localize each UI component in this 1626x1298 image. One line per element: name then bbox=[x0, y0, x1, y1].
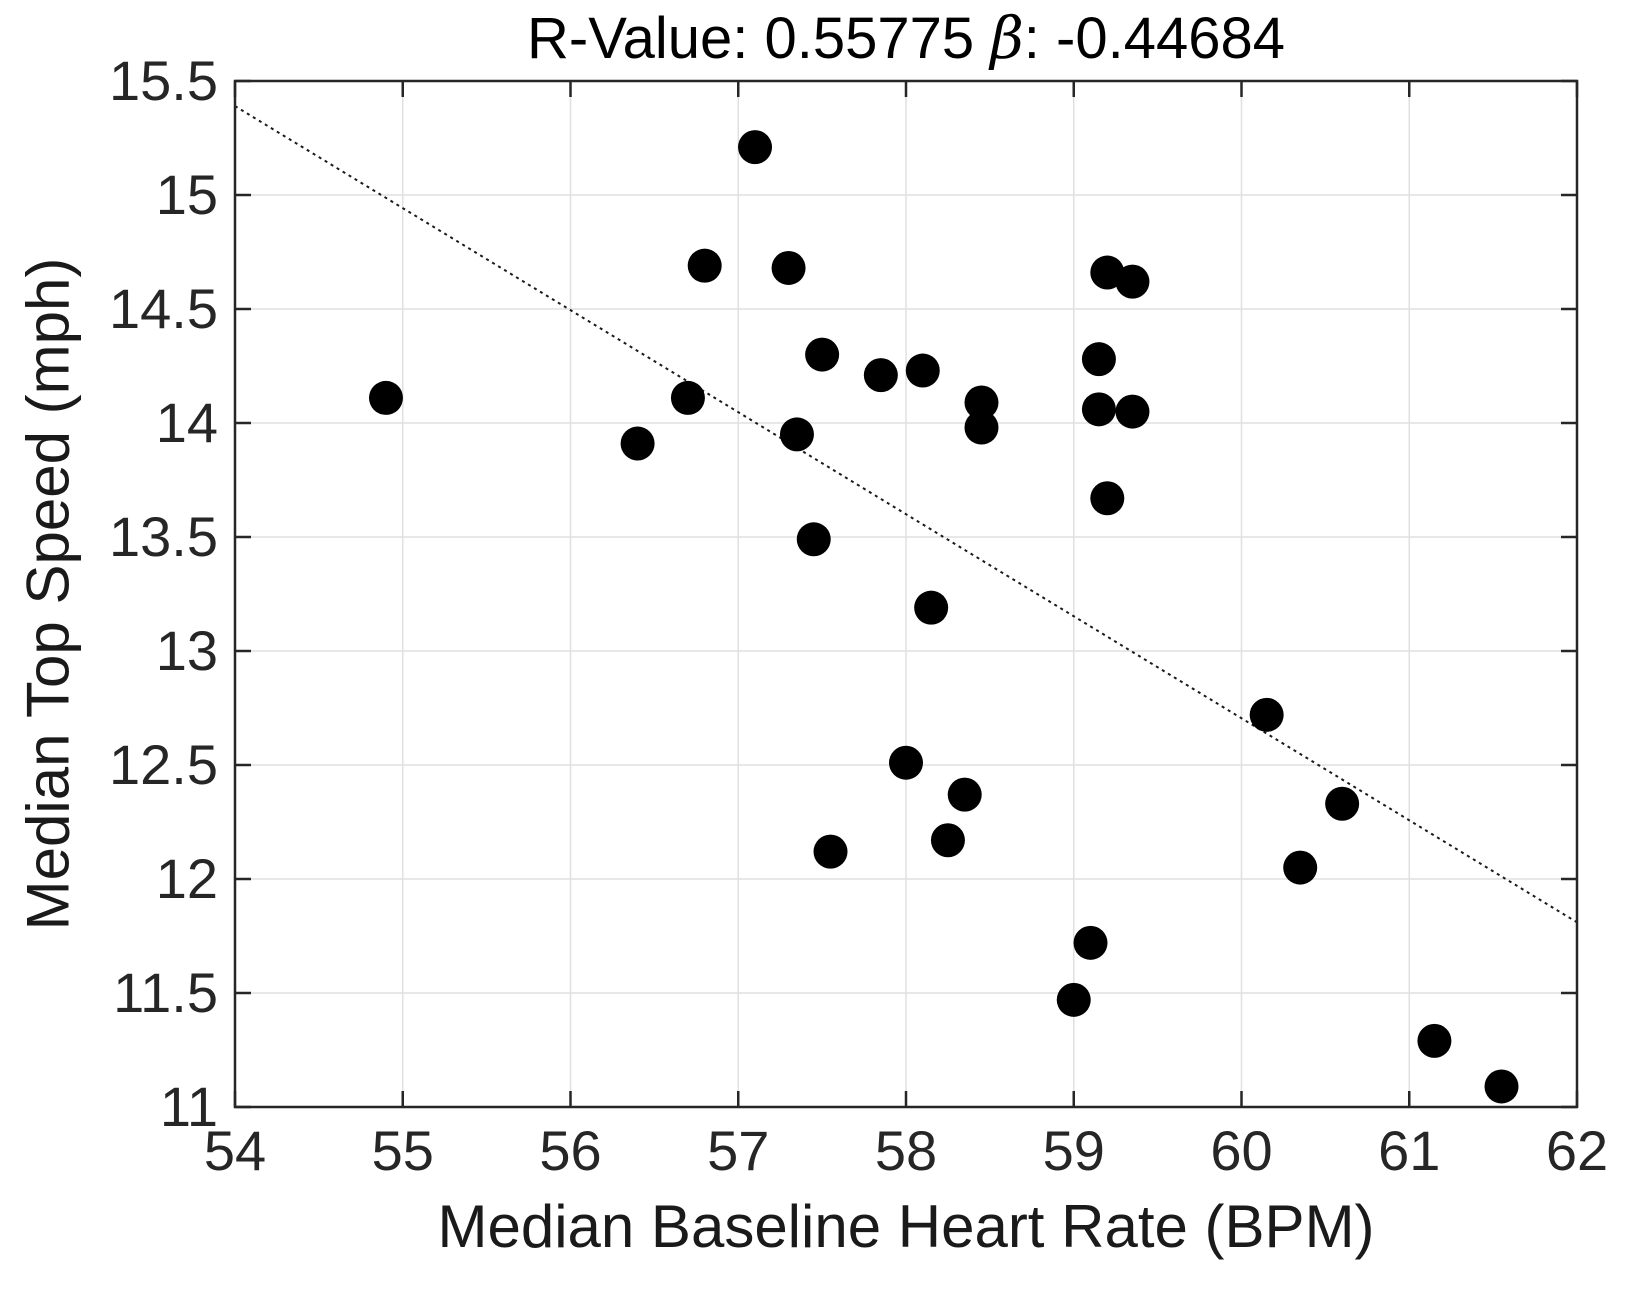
data-point bbox=[1081, 392, 1116, 427]
y-tick-label: 13 bbox=[156, 619, 218, 682]
data-point bbox=[779, 417, 814, 452]
y-tick-label: 15.5 bbox=[109, 49, 218, 112]
title-rvalue-text: R-Value: 0.55775 bbox=[527, 6, 991, 71]
data-point bbox=[930, 823, 965, 858]
x-tick-label: 54 bbox=[204, 1119, 266, 1182]
data-point bbox=[1073, 925, 1108, 960]
data-point bbox=[1090, 481, 1125, 516]
data-point bbox=[863, 358, 898, 393]
data-point bbox=[914, 590, 949, 625]
data-point bbox=[620, 426, 655, 461]
x-axis-label: Median Baseline Heart Rate (BPM) bbox=[437, 1193, 1375, 1260]
data-point bbox=[368, 380, 403, 415]
y-axis-label: Median Top Speed (mph) bbox=[14, 257, 82, 931]
title-beta-value: : -0.44684 bbox=[1023, 6, 1285, 71]
y-tick-label: 14.5 bbox=[109, 277, 218, 340]
y-tick-label: 13.5 bbox=[109, 505, 218, 568]
x-tick-label: 59 bbox=[1043, 1119, 1105, 1182]
data-point bbox=[738, 130, 773, 165]
data-point bbox=[964, 410, 999, 445]
x-tick-label: 62 bbox=[1546, 1119, 1608, 1182]
data-point bbox=[964, 385, 999, 420]
x-tick-label: 56 bbox=[539, 1119, 601, 1182]
x-tick-label: 55 bbox=[372, 1119, 434, 1182]
data-point bbox=[796, 522, 831, 557]
data-point bbox=[1325, 786, 1360, 821]
data-point bbox=[1283, 850, 1318, 885]
data-point bbox=[805, 337, 840, 372]
data-point bbox=[813, 834, 848, 869]
y-tick-label: 11.5 bbox=[113, 961, 218, 1024]
title-beta-symbol: β bbox=[990, 4, 1024, 72]
data-point bbox=[947, 777, 982, 812]
y-tick-label: 12.5 bbox=[109, 733, 218, 796]
y-tick-label: 15 bbox=[156, 163, 218, 226]
data-point bbox=[1056, 982, 1091, 1017]
data-point bbox=[1417, 1023, 1452, 1058]
y-tick-label: 11 bbox=[160, 1075, 218, 1138]
data-point bbox=[771, 250, 806, 285]
y-tick-label: 12 bbox=[156, 847, 218, 910]
data-point bbox=[905, 353, 940, 388]
x-tick-label: 57 bbox=[707, 1119, 769, 1182]
y-tick-label: 14 bbox=[156, 391, 218, 454]
x-tick-label: 61 bbox=[1378, 1119, 1440, 1182]
data-point bbox=[687, 248, 722, 283]
regression-line bbox=[234, 105, 1578, 924]
data-point bbox=[889, 745, 923, 780]
data-point bbox=[1081, 342, 1116, 377]
data-point bbox=[1249, 697, 1284, 732]
data-point bbox=[1115, 264, 1150, 299]
x-tick-label: 58 bbox=[875, 1119, 937, 1182]
chart-title: R-Value: 0.55775 β: -0.44684 bbox=[235, 4, 1577, 72]
data-point bbox=[1115, 394, 1150, 429]
x-tick-label: 60 bbox=[1210, 1119, 1272, 1182]
data-point bbox=[1484, 1069, 1519, 1104]
data-point bbox=[670, 380, 705, 415]
